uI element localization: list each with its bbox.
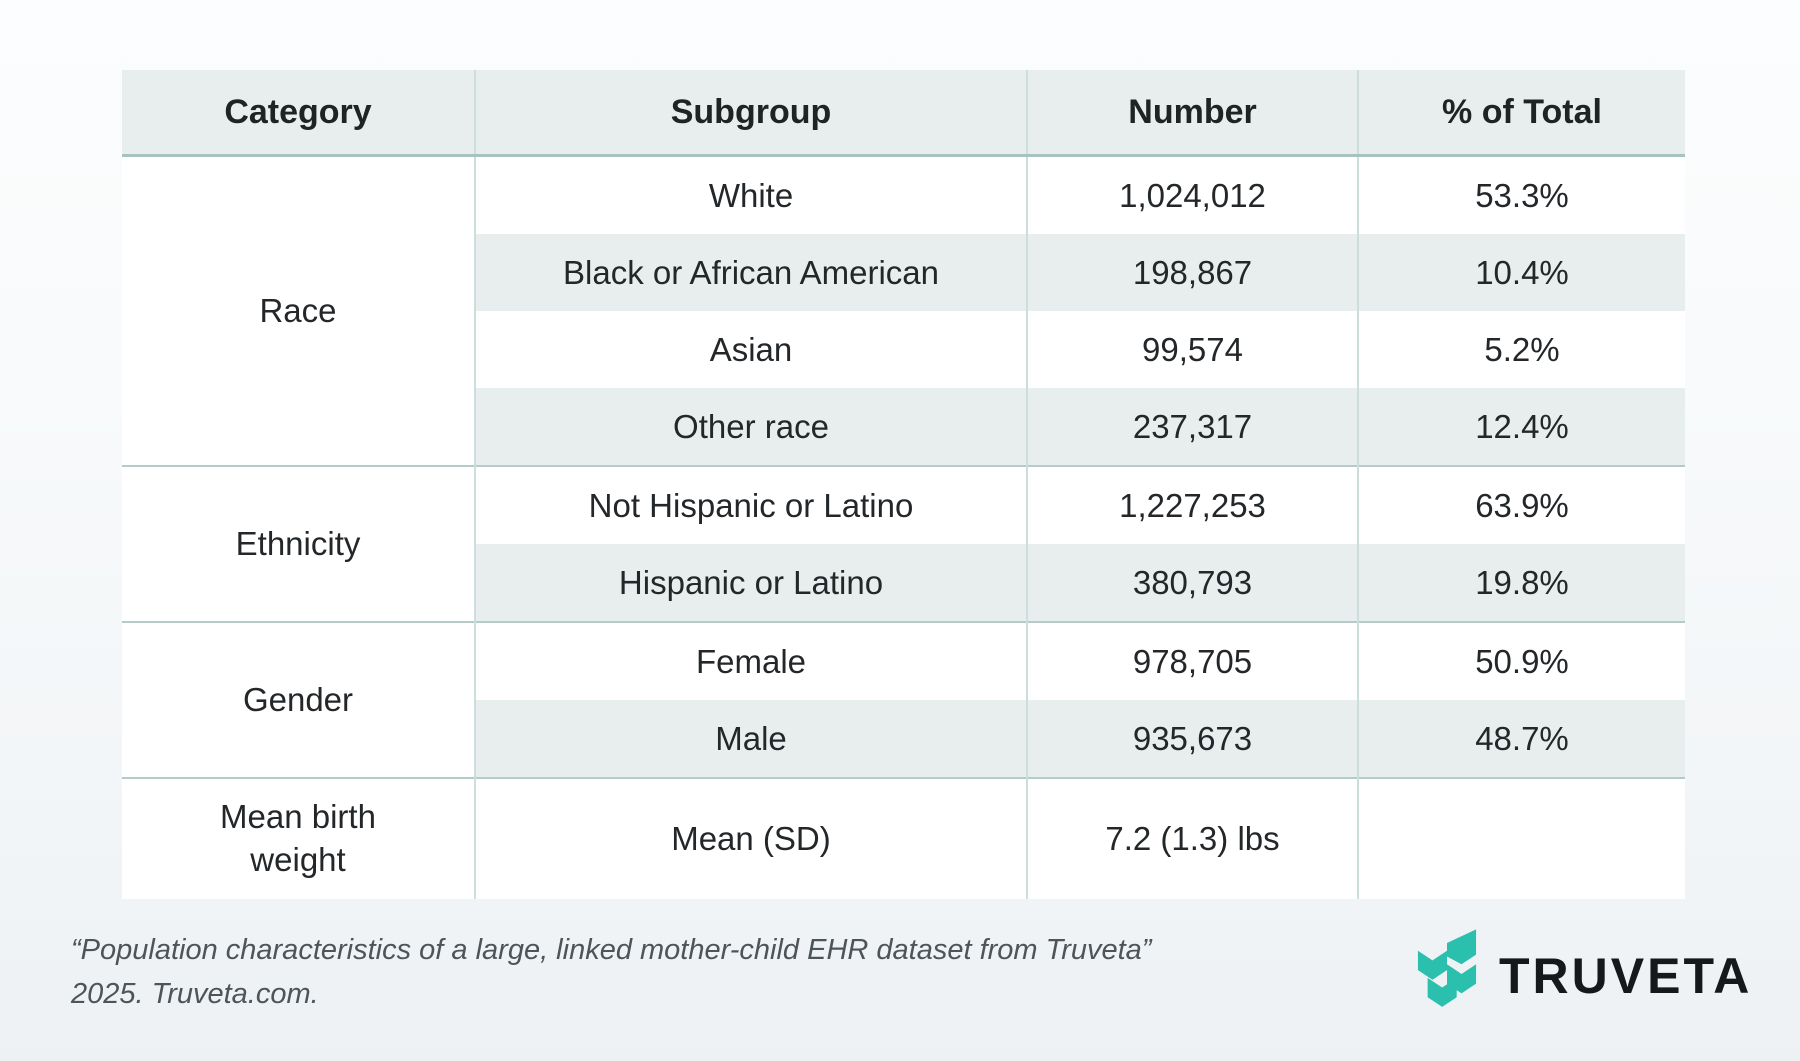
category-cell-ethnicity: Ethnicity: [122, 465, 475, 622]
subgroup-cell: Mean (SD): [474, 777, 1027, 899]
percent-cell: 50.9%: [1357, 621, 1685, 700]
subgroup-cell: Black or African American: [474, 234, 1027, 311]
number-cell: 7.2 (1.3) lbs: [1026, 777, 1358, 899]
header-cell-category: Category: [122, 70, 475, 157]
percent-cell: 63.9%: [1357, 465, 1685, 544]
table-row: Race White 1,024,012 53.3%: [122, 155, 1685, 466]
citation: “Population characteristics of a large, …: [71, 929, 1151, 1016]
percent-cell: 48.7%: [1357, 700, 1685, 778]
percent-cell: 10.4%: [1357, 234, 1685, 311]
mean-birth-weight-label: Mean birth weight: [220, 798, 376, 878]
citation-line-2: 2025. Truveta.com.: [71, 977, 319, 1010]
subgroup-cell: Other race: [474, 388, 1027, 466]
header-cell-subgroup: Subgroup: [474, 70, 1027, 157]
table-row: Gender Female 978,705 50.9%: [122, 621, 1685, 778]
table-row: Other race 237,317 12.4%: [122, 388, 1685, 466]
table-row: Asian 99,574 5.2%: [122, 311, 1685, 388]
subgroup-cell: Male: [474, 700, 1027, 778]
number-cell: 380,793: [1026, 544, 1358, 622]
number-cell: 978,705: [1026, 621, 1358, 700]
number-cell: 1,227,253: [1026, 465, 1358, 544]
category-cell-race: Race: [122, 155, 475, 466]
percent-cell: 5.2%: [1357, 311, 1685, 388]
subgroup-cell: Asian: [474, 311, 1027, 388]
category-cell-gender: Gender: [122, 621, 475, 778]
citation-line-1: “Population characteristics of a large, …: [71, 934, 1152, 966]
truveta-logo: TRUVETA: [1416, 928, 1752, 1016]
number-cell: 935,673: [1026, 700, 1358, 778]
percent-cell: 53.3%: [1357, 155, 1685, 234]
table-row: Ethnicity Not Hispanic or Latino 1,227,2…: [122, 465, 1685, 622]
percent-cell: 12.4%: [1357, 388, 1685, 466]
truveta-leaf-icon: [1417, 929, 1477, 1007]
header-cell-number: Number: [1026, 70, 1358, 157]
subgroup-cell: Not Hispanic or Latino: [474, 465, 1027, 544]
table-row: Male 935,673 48.7%: [122, 700, 1685, 778]
percent-cell: [1357, 777, 1685, 899]
number-cell: 1,024,012: [1026, 155, 1358, 234]
truveta-wordmark: TRUVETA: [1499, 947, 1753, 1004]
table-header-row: Category Subgroup Number % of Total: [122, 70, 1685, 157]
number-cell: 99,574: [1026, 311, 1358, 388]
table-row: Mean birth weight Mean (SD) 7.2 (1.3) lb…: [122, 777, 1685, 899]
table-row: Black or African American 198,867 10.4%: [122, 234, 1685, 311]
population-table: Category Subgroup Number % of Total Race…: [122, 70, 1685, 899]
table-row: Hispanic or Latino 380,793 19.8%: [122, 544, 1685, 622]
category-cell-mean-birth-weight: Mean birth weight: [122, 777, 475, 899]
subgroup-cell: Hispanic or Latino: [474, 544, 1027, 622]
header-cell-pct: % of Total: [1357, 70, 1685, 157]
percent-cell: 19.8%: [1357, 544, 1685, 622]
subgroup-cell: White: [474, 155, 1027, 234]
subgroup-cell: Female: [474, 621, 1027, 700]
number-cell: 198,867: [1026, 234, 1358, 311]
number-cell: 237,317: [1026, 388, 1358, 466]
